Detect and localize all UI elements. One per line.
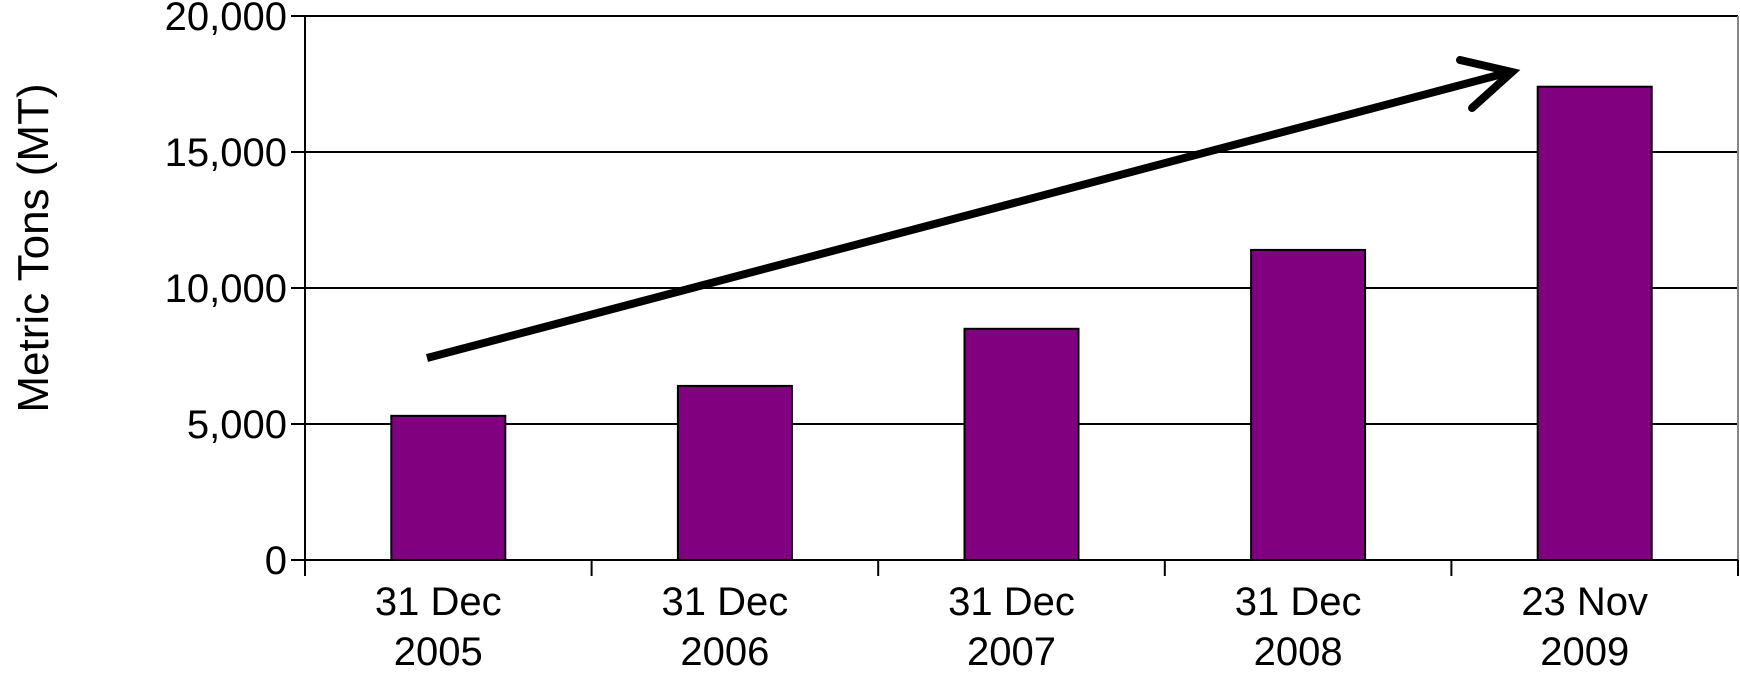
bar — [1536, 85, 1653, 561]
x-tick-label-line: 31 Dec — [375, 580, 502, 624]
x-tick-label-line: 31 Dec — [1235, 580, 1362, 624]
x-tick-label: 31 Dec 2007 — [948, 580, 1075, 674]
x-tick-label: 31 Dec 2008 — [1235, 580, 1362, 674]
x-tick-label: 23 Nov 2009 — [1521, 580, 1648, 674]
y-tick-labels: 0 5,000 10,000 15,000 20,000 — [165, 0, 287, 583]
bar — [390, 414, 507, 561]
x-tick-label-line: 2005 — [394, 630, 483, 674]
y-tick-label: 5,000 — [187, 403, 287, 447]
y-tick-label: 10,000 — [165, 267, 287, 311]
trend-arrow — [425, 56, 1521, 362]
x-tick-label-line: 23 Nov — [1521, 580, 1648, 624]
bar — [963, 327, 1080, 561]
y-tick-label: 20,000 — [165, 0, 287, 39]
x-tick-labels: 31 Dec 2005 31 Dec 2006 31 Dec 2007 31 Dec 2008… — [375, 580, 1648, 674]
y-axis-title: Metric Tons (MT) — [9, 83, 58, 412]
trend-arrow-shaft — [425, 68, 1512, 362]
y-tick-label: 0 — [265, 539, 287, 583]
x-tick-label: 31 Dec 2006 — [662, 580, 789, 674]
bar — [676, 384, 793, 562]
x-tick-label: 31 Dec 2005 — [375, 580, 502, 674]
x-tick-label-line: 2007 — [967, 630, 1056, 674]
bars — [390, 85, 1653, 562]
axes — [291, 15, 1739, 576]
x-tick-label-line: 2009 — [1540, 630, 1629, 674]
bar — [1250, 248, 1367, 561]
x-tick-label-line: 31 Dec — [662, 580, 789, 624]
x-tick-label-line: 2008 — [1254, 630, 1343, 674]
x-tick-label-line: 2006 — [680, 630, 769, 674]
trend-arrow-head — [1456, 56, 1521, 112]
x-tick-label-line: 31 Dec — [948, 580, 1075, 624]
y-tick-label: 15,000 — [165, 131, 287, 175]
